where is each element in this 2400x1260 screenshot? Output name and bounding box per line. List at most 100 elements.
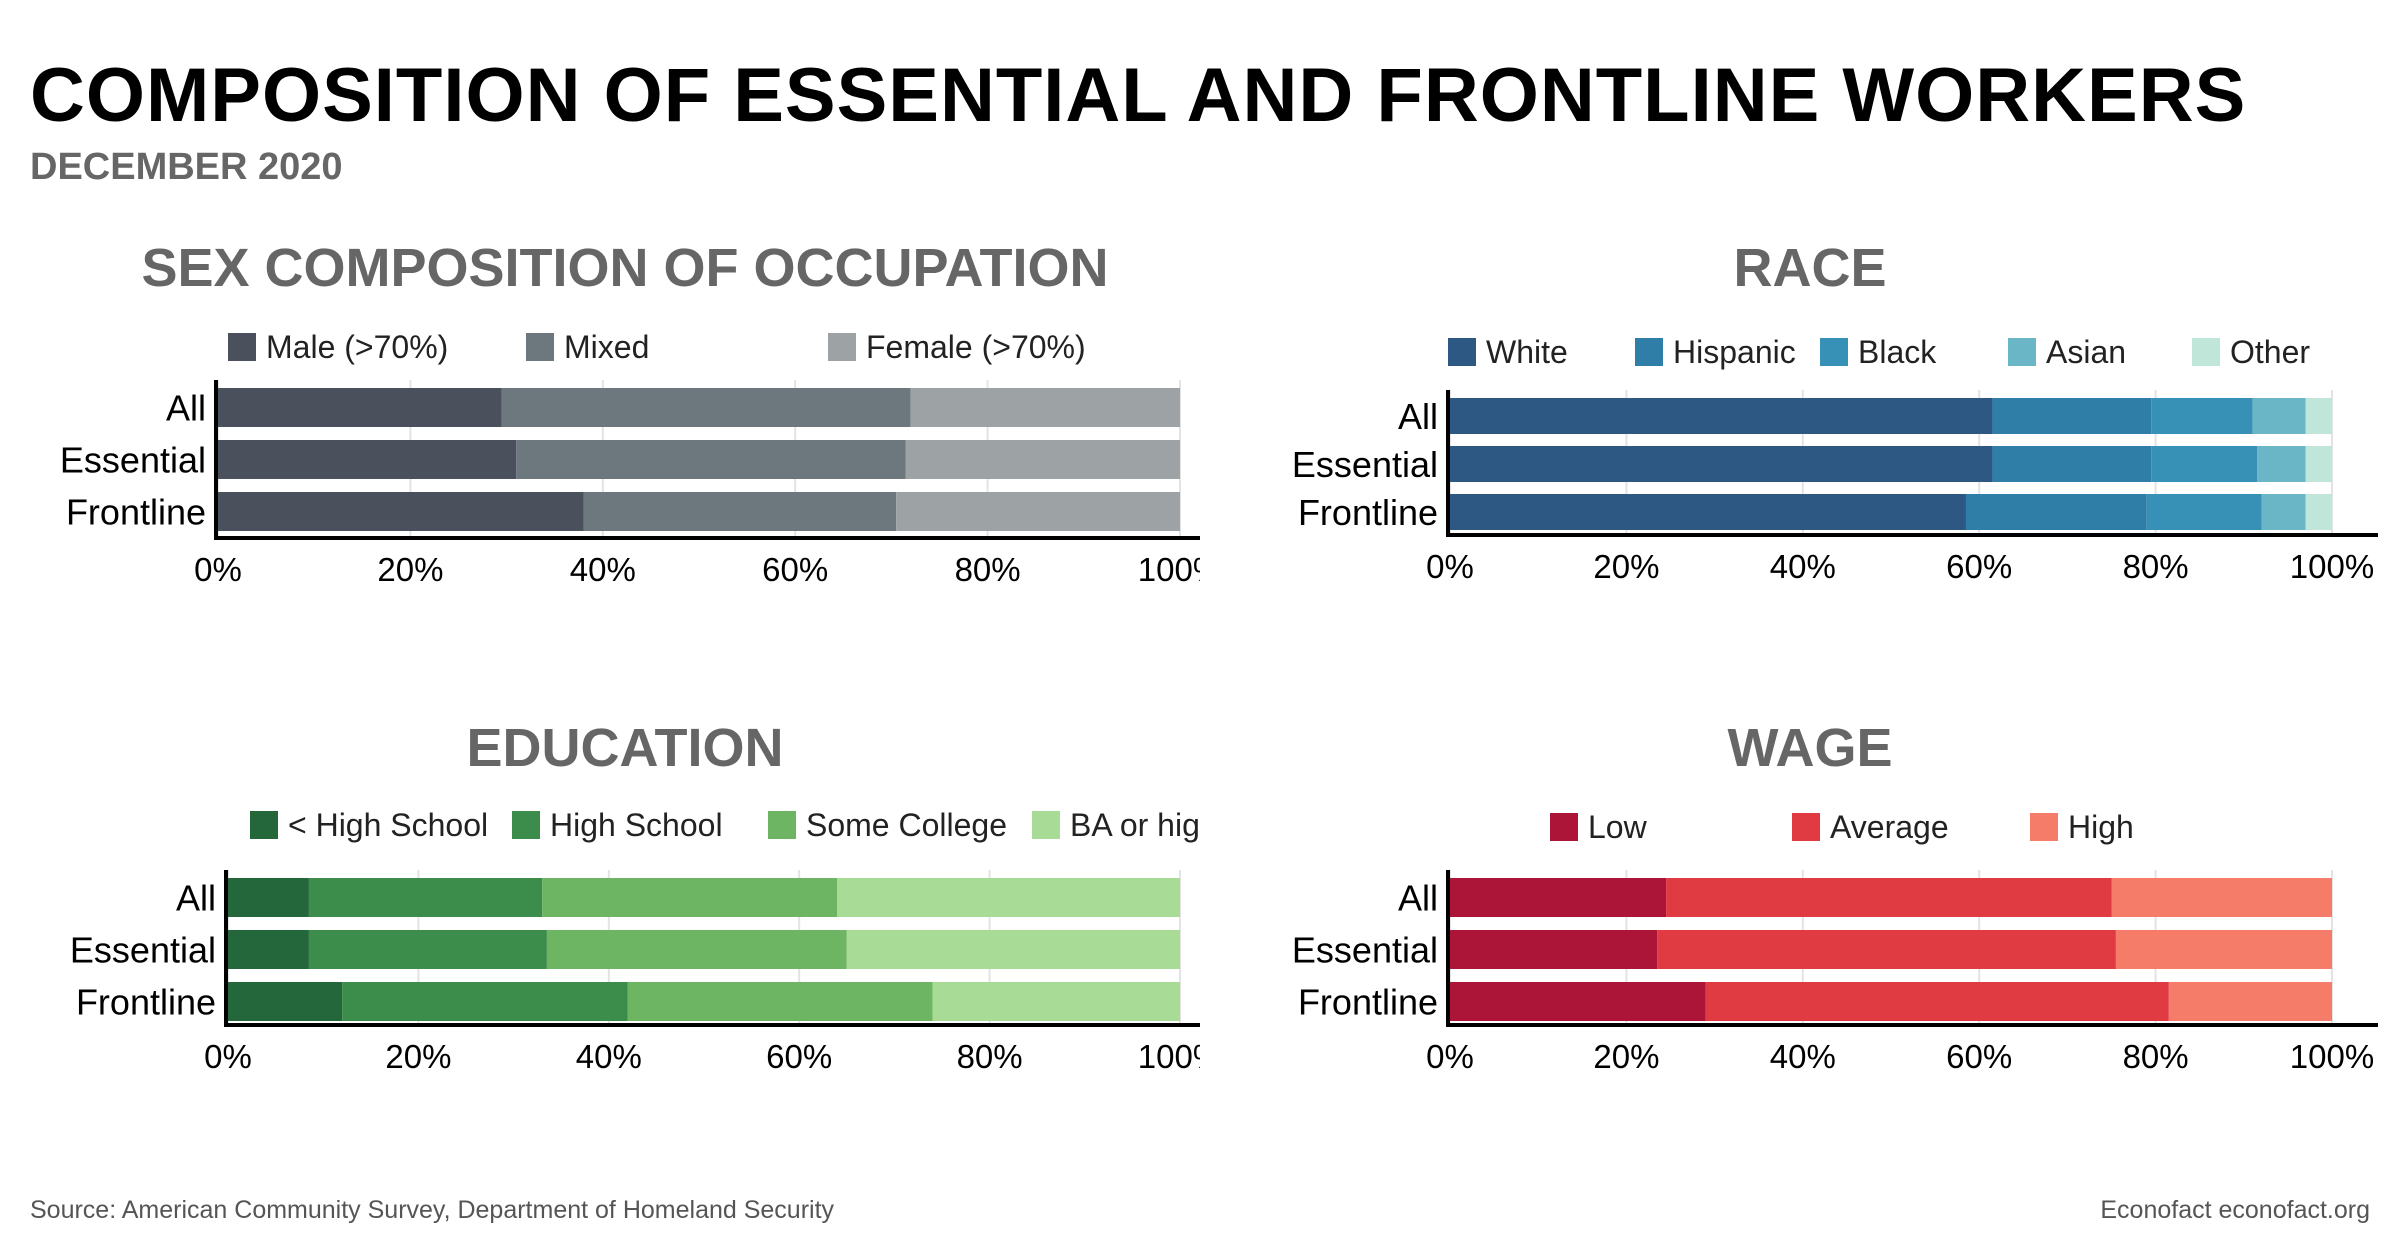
legend-swatch [250,811,278,839]
bar-segment [1705,982,2169,1021]
bar-segment [932,982,1180,1021]
category-label: Essential [70,930,216,971]
bar-segment [218,492,584,531]
legend-swatch [1550,813,1578,841]
legend-swatch [228,333,256,361]
legend-label: BA or higher [1070,807,1200,843]
legend-label: Asian [2046,334,2126,370]
bar-segment [342,982,628,1021]
chart-title: SEX COMPOSITION OF OCCUPATION [141,238,1108,298]
x-tick-label: 0% [1426,548,1474,585]
bar-segment [546,930,847,969]
bar-segment [2252,398,2306,434]
bar-segment [2168,982,2332,1021]
chart-svg: WAGE Low Average High All Essential Frontline 0… [1292,718,2378,1075]
chart-svg: EDUCATION < High School High School Some Co… [70,718,1200,1075]
bar-segment [1450,930,1658,969]
bar-segment [2261,494,2306,530]
bar-segment [846,930,1180,969]
chart-panel-race: RACE White Hispanic Black Asian Other All Essen… [1200,230,2400,630]
bar-segment [583,492,897,531]
x-tick-label: 80% [955,551,1021,588]
x-tick-label: 60% [762,551,828,588]
x-tick-label: 100% [1138,551,1200,588]
chart-panel-wage: WAGE Low Average High All Essential Frontline 0… [1200,710,2400,1110]
category-label: All [166,388,206,429]
bar-segment [228,982,343,1021]
bar-segment [1450,398,1993,434]
x-tick-label: 0% [194,551,242,588]
bar-segment [2151,446,2258,482]
bar-segment [308,878,543,917]
page-title: COMPOSITION OF ESSENTIAL AND FRONTLINE W… [30,53,2247,138]
legend-label: Male (>70%) [266,329,448,365]
x-tick-label: 80% [957,1038,1023,1075]
legend-swatch [1792,813,1820,841]
legend-label: Female (>70%) [866,329,1086,365]
bar-segment [1666,878,2112,917]
category-label: Essential [1292,930,1438,971]
bar-segment [501,388,911,427]
brand-credit: Econofact econofact.org [2100,1196,2370,1224]
chart-panel-sex: SEX COMPOSITION OF OCCUPATION Male (>70%)… [0,230,1200,630]
category-label: Essential [60,440,206,481]
x-tick-label: 40% [570,551,636,588]
legend-label: Average [1830,809,1949,845]
bar-segment [218,388,502,427]
bar-segment [896,492,1180,531]
bar-segment [1450,878,1667,917]
x-tick-label: 100% [1138,1038,1200,1075]
x-tick-label: 20% [377,551,443,588]
page-subtitle: DECEMBER 2020 [30,146,343,188]
chart-svg: RACE White Hispanic Black Asian Other All Essen… [1292,238,2378,585]
legend-swatch [2030,813,2058,841]
x-tick-label: 20% [1593,1038,1659,1075]
bar-segment [627,982,933,1021]
category-label: Frontline [66,492,206,533]
legend-label: Other [2230,334,2310,370]
bar-segment [2305,446,2332,482]
legend-label: Low [1588,809,1648,845]
legend-swatch [768,811,796,839]
bar-segment [1965,494,2147,530]
x-tick-label: 20% [1593,548,1659,585]
bar-segment [2151,398,2253,434]
bar-segment [2305,398,2332,434]
category-label: All [1398,396,1438,437]
legend-swatch [1635,338,1663,366]
bar-segment [1450,446,1993,482]
legend-label: Black [1858,334,1937,370]
x-tick-label: 100% [2290,548,2374,585]
x-tick-label: 40% [1770,1038,1836,1075]
x-tick-label: 80% [2123,1038,2189,1075]
bar-segment [1992,446,2152,482]
category-label: All [1398,878,1438,919]
legend-label: Some College [806,807,1007,843]
category-label: Frontline [76,982,216,1023]
x-tick-label: 100% [2290,1038,2374,1075]
category-label: Essential [1292,444,1438,485]
bar-segment [2257,446,2306,482]
x-tick-label: 40% [576,1038,642,1075]
bar-segment [542,878,838,917]
bar-segment [1450,494,1966,530]
legend-swatch [2192,338,2220,366]
x-tick-label: 20% [385,1038,451,1075]
bar-segment [516,440,906,479]
legend-label: White [1486,334,1568,370]
bar-segment [1450,982,1706,1021]
bar-segment [905,440,1180,479]
chart-title: EDUCATION [467,718,784,778]
bar-segment [228,878,309,917]
bar-segment [1657,930,2116,969]
chart-title: WAGE [1727,718,1892,778]
bar-segment [308,930,547,969]
bar-segment [2305,494,2332,530]
legend-swatch [1820,338,1848,366]
category-label: Frontline [1298,492,1438,533]
category-label: All [176,878,216,919]
bar-segment [2146,494,2262,530]
bar-segment [1992,398,2152,434]
chart-panel-education: EDUCATION < High School High School Some Co… [0,710,1200,1110]
legend-swatch [512,811,540,839]
